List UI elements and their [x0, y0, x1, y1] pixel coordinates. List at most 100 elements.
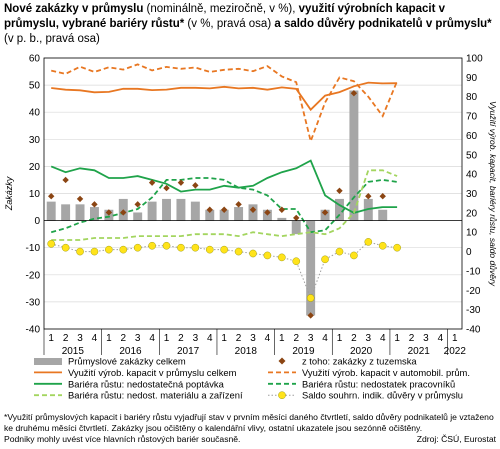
- point-domestic-orders: [192, 182, 199, 189]
- right-tick-label: 80: [466, 92, 478, 103]
- point-domestic-orders: [264, 209, 271, 216]
- legend-key-diamond: [278, 357, 286, 365]
- point-confidence: [61, 243, 70, 252]
- quarter-label: 2: [63, 333, 69, 344]
- left-tick-label: 40: [29, 108, 41, 119]
- bar-orders-total: [75, 204, 85, 221]
- quarter-label: 2: [120, 333, 126, 344]
- quarter-label: 1: [164, 333, 170, 344]
- left-axis-title: Zakázky: [4, 176, 14, 211]
- point-domestic-orders: [379, 193, 386, 200]
- footnote: *Využití průmyslových kapacit i bariéry …: [4, 412, 498, 445]
- axes-layer: -40 -30 -20 -10 0 10 20 30 40 50 60 -40 -30 -20 -10 0 10…: [4, 54, 498, 358]
- right-tick-label: -10: [466, 266, 481, 277]
- year-label: 2016: [119, 346, 142, 357]
- legend-key-bar: [34, 358, 62, 365]
- quarter-label: 1: [452, 333, 458, 344]
- point-confidence: [191, 243, 200, 252]
- left-tick-label: 60: [29, 54, 41, 65]
- year-label: 2021: [408, 346, 431, 357]
- bar-orders-total: [291, 220, 301, 235]
- series-line: [50, 177, 398, 234]
- left-tick-label: -20: [26, 270, 41, 281]
- point-confidence: [335, 247, 344, 256]
- quarter-label: 1: [337, 333, 343, 344]
- right-tick-label: 100: [466, 54, 483, 65]
- point-confidence: [393, 243, 401, 252]
- left-tick-label: 0: [34, 216, 40, 227]
- quarter-label: 4: [322, 333, 328, 344]
- left-tick-label: 20: [29, 162, 41, 173]
- quarter-label: 2: [236, 333, 242, 344]
- point-domestic-orders: [321, 209, 329, 216]
- right-tick-label: 60: [466, 131, 478, 142]
- quarter-label: 4: [92, 333, 98, 344]
- point-confidence: [105, 245, 113, 254]
- chart-svg: -40 -30 -20 -10 0 10 20 30 40 50 60 -40 -30 -20 -10 0 10…: [4, 54, 498, 401]
- point-domestic-orders: [293, 214, 300, 222]
- bar-orders-total: [378, 209, 388, 221]
- quarter-label: 1: [48, 333, 54, 344]
- quarter-label: 2: [178, 333, 184, 344]
- left-tick-label: 10: [29, 189, 41, 200]
- legend-key-dot: [278, 391, 286, 400]
- quarter-label: 4: [265, 333, 271, 344]
- left-tick-label: 50: [29, 81, 41, 92]
- point-confidence: [263, 251, 272, 260]
- point-confidence: [364, 238, 373, 246]
- right-tick-label: 90: [466, 73, 478, 84]
- quarter-label: 1: [394, 333, 400, 344]
- series-line: [50, 63, 398, 145]
- point-confidence: [350, 251, 358, 260]
- bar-orders-total: [234, 207, 244, 221]
- quarter-label: 2: [293, 333, 299, 344]
- point-confidence: [378, 241, 387, 250]
- point-confidence: [292, 257, 301, 266]
- left-tick-label: -30: [26, 297, 41, 308]
- title-part2-rest: (v %, pravá osa): [184, 18, 275, 30]
- quarter-label: 4: [438, 333, 444, 344]
- legend-label: Využití výrob. kapacit v automobil. prům…: [302, 367, 470, 378]
- left-tick-label: 30: [29, 135, 41, 146]
- title-part1-bold: Nové zakázky v průmyslu: [4, 3, 144, 15]
- quarter-label: 2: [409, 333, 415, 344]
- chart-title: Nové zakázky v průmyslu (nominálně, mezi…: [4, 2, 496, 47]
- quarter-label: 1: [106, 333, 112, 344]
- legend-label: Průmyslové zakázky celkem: [68, 356, 186, 367]
- quarter-label: 3: [308, 333, 314, 344]
- quarter-label: 3: [135, 333, 141, 344]
- right-tick-label: 50: [466, 150, 478, 161]
- point-domestic-orders: [278, 206, 286, 213]
- quarter-label: 3: [250, 333, 256, 344]
- point-confidence: [205, 245, 214, 254]
- bar-orders-total: [219, 209, 229, 221]
- point-domestic-orders: [148, 179, 156, 186]
- plot-frame: [43, 57, 463, 330]
- quarter-label: 2: [351, 333, 357, 344]
- year-label: 2019: [292, 346, 315, 357]
- bar-orders-total: [46, 201, 56, 221]
- right-tick-label: 40: [466, 170, 478, 181]
- point-domestic-orders: [163, 184, 170, 192]
- legend-label: Bariéra růstu: nedost. materiálu a zaříz…: [68, 390, 243, 401]
- bar-orders-total: [190, 201, 200, 221]
- point-confidence: [278, 253, 286, 262]
- right-tick-label: 30: [466, 189, 478, 200]
- legend-layer: Průmyslové zakázky celkem z toho: zakázky…: [34, 356, 470, 401]
- bar-orders-total: [162, 198, 171, 221]
- bar-orders-total: [133, 212, 143, 221]
- legend-label: Saldo souhrn. indik. důvěry v průmyslu: [302, 390, 463, 401]
- point-confidence: [119, 245, 128, 254]
- year-label: 2018: [235, 346, 258, 357]
- footnote-line2: Podniky mohly uvést více hlavních růstov…: [4, 434, 241, 444]
- right-axis-title: Využití výrob. kapacit, bariéry růstu, s…: [488, 101, 498, 287]
- point-domestic-orders: [307, 312, 314, 319]
- point-domestic-orders: [120, 209, 127, 216]
- point-domestic-orders: [177, 179, 185, 186]
- source-note: Zdroj: ČSÚ, Eurostat: [416, 434, 496, 444]
- series-line: [51, 169, 398, 241]
- bar-orders-total: [205, 209, 215, 221]
- year-label: 2020: [350, 346, 373, 357]
- right-tick-label: -30: [466, 305, 481, 316]
- quarter-label: 4: [380, 333, 386, 344]
